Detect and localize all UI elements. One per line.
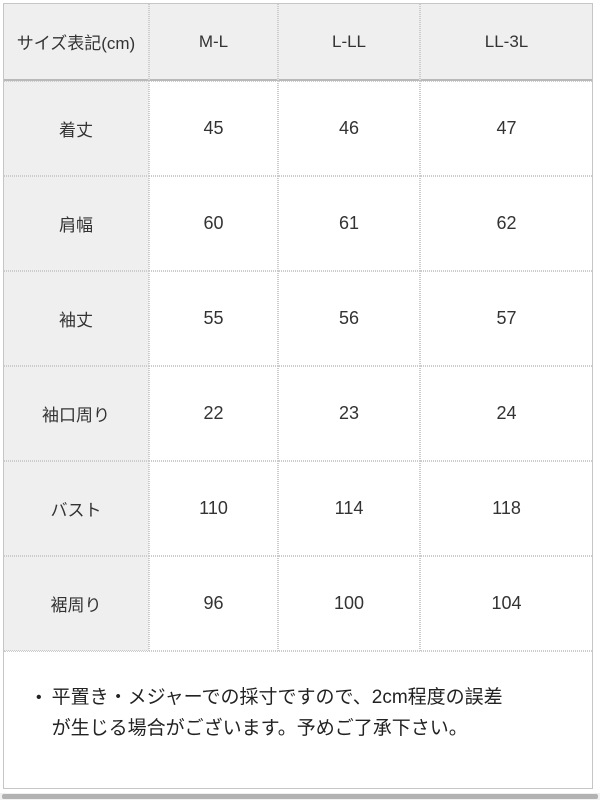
table-cell: 57 — [420, 271, 592, 366]
table-cell: 47 — [420, 81, 592, 176]
table-cell: 96 — [149, 556, 278, 651]
size-table: サイズ表記(cm) M-L L-LL LL-3L 着丈 45 46 47 肩幅 … — [4, 4, 592, 788]
table-cell: 104 — [420, 556, 592, 651]
table-cell: 100 — [278, 556, 420, 651]
table-cell: 62 — [420, 176, 592, 271]
table-cell: 46 — [278, 81, 420, 176]
bullet-icon: • — [36, 689, 42, 706]
scrollbar-thumb[interactable] — [2, 794, 598, 799]
table-row-sodeguchi: 袖口周り 22 23 24 — [4, 366, 592, 461]
header-cell-l-ll: L-LL — [278, 4, 420, 81]
table-cell: 118 — [420, 461, 592, 556]
row-label: 着丈 — [4, 81, 149, 176]
table-row-chakutake: 着丈 45 46 47 — [4, 81, 592, 176]
header-cell-m-l: M-L — [149, 4, 278, 81]
table-cell: 61 — [278, 176, 420, 271]
measurement-note: • 平置き・メジャーでの採寸ですので、2cm程度の誤差が生じる場合がございます。… — [36, 682, 506, 745]
table-cell: 22 — [149, 366, 278, 461]
row-label: バスト — [4, 461, 149, 556]
header-cell-ll-3l: LL-3L — [420, 4, 592, 81]
row-label: 肩幅 — [4, 176, 149, 271]
table-cell: 24 — [420, 366, 592, 461]
table-row-bust: バスト 110 114 118 — [4, 461, 592, 556]
table-cell: 45 — [149, 81, 278, 176]
table-cell: 114 — [278, 461, 420, 556]
row-label: 袖丈 — [4, 271, 149, 366]
header-cell-size-label: サイズ表記(cm) — [4, 4, 149, 81]
table-row-susomawari: 裾周り 96 100 104 — [4, 556, 592, 651]
table-cell: 60 — [149, 176, 278, 271]
table-cell: 23 — [278, 366, 420, 461]
table-row-katahaba: 肩幅 60 61 62 — [4, 176, 592, 271]
table-cell: 56 — [278, 271, 420, 366]
table-cell: 110 — [149, 461, 278, 556]
size-table-container: サイズ表記(cm) M-L L-LL LL-3L 着丈 45 46 47 肩幅 … — [3, 3, 593, 789]
note-text: 平置き・メジャーでの採寸ですので、2cm程度の誤差が生じる場合がございます。予め… — [51, 687, 503, 740]
header-row: サイズ表記(cm) M-L L-LL LL-3L — [4, 4, 592, 81]
horizontal-scrollbar[interactable] — [0, 793, 600, 800]
note-cell: • 平置き・メジャーでの採寸ですので、2cm程度の誤差が生じる場合がございます。… — [4, 651, 592, 788]
row-label: 袖口周り — [4, 366, 149, 461]
row-label: 裾周り — [4, 556, 149, 651]
note-row: • 平置き・メジャーでの採寸ですので、2cm程度の誤差が生じる場合がございます。… — [4, 651, 592, 788]
table-row-sodetake: 袖丈 55 56 57 — [4, 271, 592, 366]
table-cell: 55 — [149, 271, 278, 366]
